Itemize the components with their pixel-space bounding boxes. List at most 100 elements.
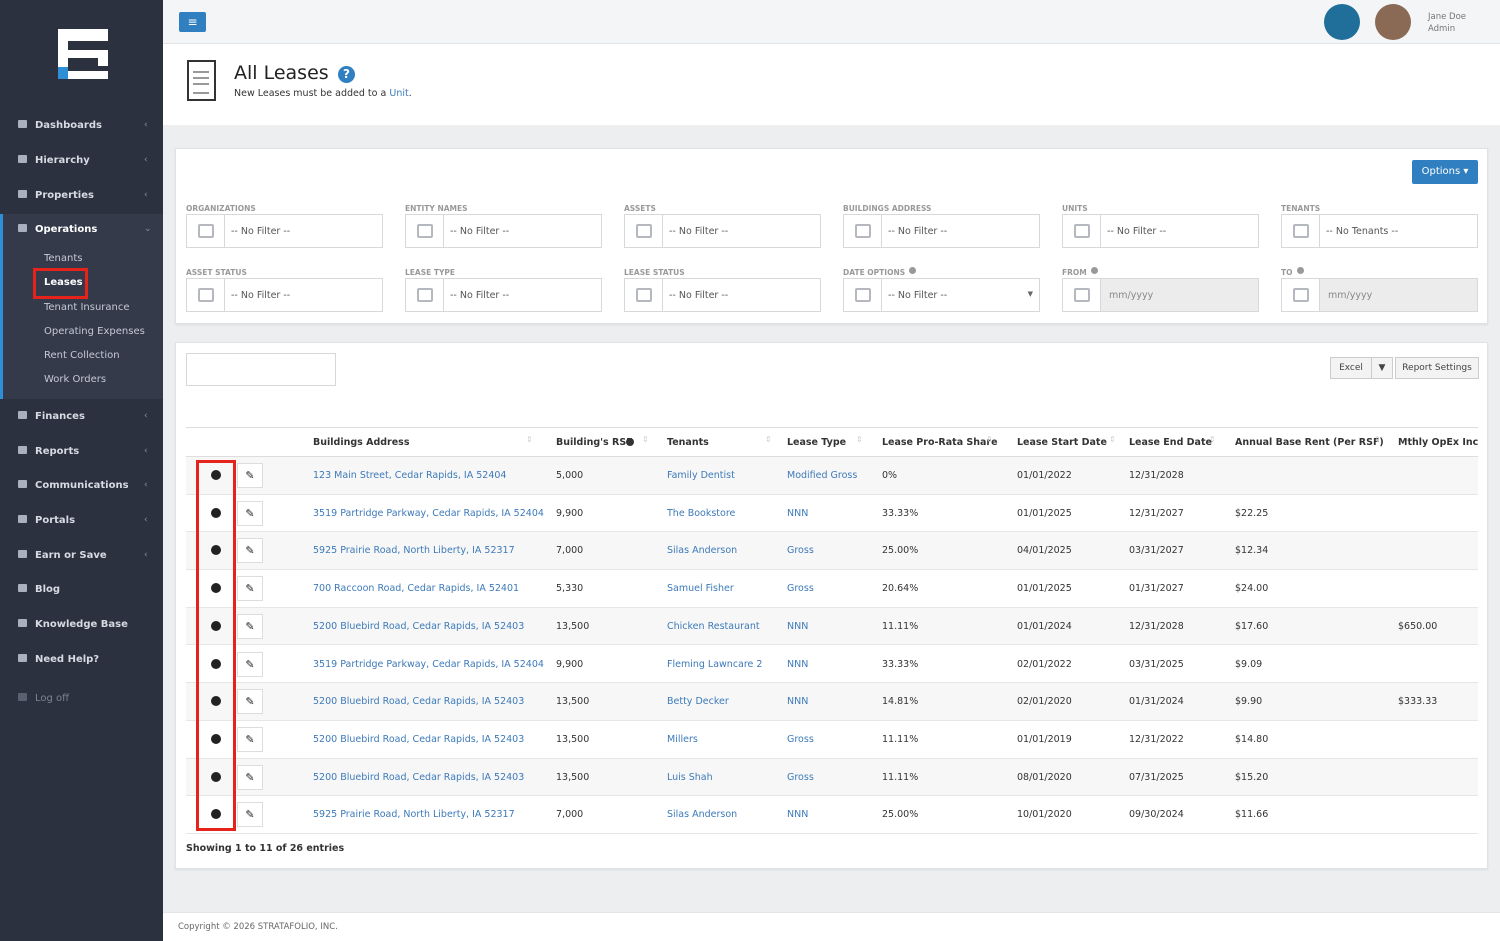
filter-select[interactable]: -- No Filter --▼ xyxy=(843,278,1040,312)
column-header[interactable]: Lease Type xyxy=(787,437,846,448)
nav-subitem[interactable]: Rent Collection xyxy=(44,350,120,361)
cell: 33.33% xyxy=(882,659,918,670)
column-header[interactable]: Lease Pro-Rata Share xyxy=(882,437,998,448)
filter-icon xyxy=(1282,279,1320,311)
cell-link[interactable]: 5200 Bluebird Road, Cedar Rapids, IA 524… xyxy=(313,772,524,783)
cell-link[interactable]: 3519 Partridge Parkway, Cedar Rapids, IA… xyxy=(313,508,544,519)
nav-subitem[interactable]: Tenant Insurance xyxy=(44,302,130,313)
cell-link[interactable]: The Bookstore xyxy=(667,508,735,519)
cell-link[interactable]: NNN xyxy=(787,508,808,519)
nav-subitem[interactable]: Work Orders xyxy=(44,374,106,385)
filter-select[interactable]: -- No Filter -- xyxy=(843,214,1040,248)
edit-button[interactable]: ✎ xyxy=(237,614,263,639)
nav-item[interactable]: Finances xyxy=(18,411,85,422)
filter-select[interactable]: -- No Filter -- xyxy=(186,214,383,248)
cell-link[interactable]: Silas Anderson xyxy=(667,809,737,820)
column-header[interactable]: Buildings Address xyxy=(313,437,410,448)
nav-item[interactable]: Hierarchy xyxy=(18,155,90,166)
column-header[interactable]: Building's RSF xyxy=(556,437,633,448)
edit-button[interactable]: ✎ xyxy=(237,765,263,790)
nav-subitem[interactable]: Operating Expenses xyxy=(44,326,145,337)
cell-link[interactable]: Gross xyxy=(787,545,814,556)
nav-item[interactable]: Need Help? xyxy=(18,654,99,665)
cell-link[interactable]: NNN xyxy=(787,659,808,670)
edit-button[interactable]: ✎ xyxy=(237,689,263,714)
cell-link[interactable]: Luis Shah xyxy=(667,772,713,783)
cell-link[interactable]: Fleming Lawncare 2 xyxy=(667,659,762,670)
cell-link[interactable]: 123 Main Street, Cedar Rapids, IA 52404 xyxy=(313,470,506,481)
user-name[interactable]: Jane Doe xyxy=(1428,12,1466,22)
nav-item[interactable]: Operations xyxy=(18,224,97,235)
nav-item[interactable]: Portals xyxy=(18,515,75,526)
nav-item[interactable]: Communications xyxy=(18,480,129,491)
cell-link[interactable]: NNN xyxy=(787,621,808,632)
cell-link[interactable]: 5200 Bluebird Road, Cedar Rapids, IA 524… xyxy=(313,621,524,632)
cell-link[interactable]: Silas Anderson xyxy=(667,545,737,556)
filter-select[interactable]: -- No Filter -- xyxy=(624,278,821,312)
unit-link[interactable]: Unit xyxy=(389,88,408,99)
filter-select[interactable]: -- No Filter -- xyxy=(405,278,602,312)
cell-link[interactable]: 5925 Prairie Road, North Liberty, IA 523… xyxy=(313,545,515,556)
column-header[interactable]: Lease End Date xyxy=(1129,437,1212,448)
edit-button[interactable]: ✎ xyxy=(237,576,263,601)
cell-link[interactable]: NNN xyxy=(787,696,808,707)
edit-button[interactable]: ✎ xyxy=(237,463,263,488)
user-role[interactable]: Admin xyxy=(1428,24,1455,34)
cell-link[interactable]: Chicken Restaurant xyxy=(667,621,760,632)
filter-select[interactable]: -- No Filter -- xyxy=(405,214,602,248)
nav-item[interactable]: Earn or Save xyxy=(18,550,107,561)
cell-link[interactable]: Gross xyxy=(787,734,814,745)
column-header[interactable]: Annual Base Rent (Per RSF) xyxy=(1235,437,1384,448)
nav-item[interactable]: Knowledge Base xyxy=(18,619,128,630)
excel-dropdown[interactable]: ▼ xyxy=(1371,357,1393,379)
edit-button[interactable]: ✎ xyxy=(237,802,263,827)
filter-select[interactable]: mm/yyyy xyxy=(1281,278,1478,312)
chat-button[interactable] xyxy=(1324,4,1360,40)
filter-icon xyxy=(1282,215,1320,247)
filter-select[interactable]: -- No Filter -- xyxy=(1062,214,1259,248)
filter-select[interactable]: -- No Filter -- xyxy=(186,278,383,312)
nav-item[interactable]: Log off xyxy=(18,693,69,704)
cell-link[interactable]: Betty Decker xyxy=(667,696,729,707)
menu-toggle[interactable]: ≡ xyxy=(179,12,206,32)
cell-link[interactable]: Samuel Fisher xyxy=(667,583,734,594)
cell-link[interactable]: Family Dentist xyxy=(667,470,735,481)
column-header[interactable]: Mthly OpEx Inc xyxy=(1398,437,1478,448)
cell-link[interactable]: 5925 Prairie Road, North Liberty, IA 523… xyxy=(313,809,515,820)
nav-item[interactable]: Properties xyxy=(18,190,94,201)
cell-link[interactable]: NNN xyxy=(787,809,808,820)
search-input[interactable] xyxy=(186,353,336,386)
cell-link[interactable]: 700 Raccoon Road, Cedar Rapids, IA 52401 xyxy=(313,583,519,594)
help-icon[interactable]: ? xyxy=(338,66,355,83)
edit-button[interactable]: ✎ xyxy=(237,501,263,526)
column-header[interactable]: Tenants xyxy=(667,437,709,448)
subtitle-text: New Leases must be added to a xyxy=(234,88,386,99)
edit-button[interactable]: ✎ xyxy=(237,538,263,563)
nav-subitem[interactable]: Tenants xyxy=(44,253,83,264)
cell-link[interactable]: Modified Gross xyxy=(787,470,857,481)
excel-button[interactable]: Excel xyxy=(1330,357,1372,379)
cell-link[interactable]: 5200 Bluebird Road, Cedar Rapids, IA 524… xyxy=(313,734,524,745)
edit-button[interactable]: ✎ xyxy=(237,727,263,752)
filter-select[interactable]: -- No Tenants -- xyxy=(1281,214,1478,248)
edit-button[interactable]: ✎ xyxy=(237,652,263,677)
cell-link[interactable]: Gross xyxy=(787,583,814,594)
table-row: ✎ 700 Raccoon Road, Cedar Rapids, IA 5240… xyxy=(186,570,1478,608)
filter-select[interactable]: -- No Filter -- xyxy=(624,214,821,248)
report-settings-button[interactable]: Report Settings xyxy=(1395,357,1479,379)
filter-select[interactable]: mm/yyyy xyxy=(1062,278,1259,312)
cell-link[interactable]: 3519 Partridge Parkway, Cedar Rapids, IA… xyxy=(313,659,544,670)
options-button[interactable]: Options ▾ xyxy=(1412,160,1478,184)
cell: 14.81% xyxy=(882,696,918,707)
nav-item[interactable]: Dashboards xyxy=(18,120,102,131)
cell-link[interactable]: Millers xyxy=(667,734,698,745)
sort-icon: ⇕ xyxy=(986,435,993,444)
cell-link[interactable]: Gross xyxy=(787,772,814,783)
table-row: ✎ 3519 Partridge Parkway, Cedar Rapids, I… xyxy=(186,646,1478,684)
cell-link[interactable]: 5200 Bluebird Road, Cedar Rapids, IA 524… xyxy=(313,696,524,707)
cell: $9.09 xyxy=(1235,659,1262,670)
nav-item[interactable]: Blog xyxy=(18,584,60,595)
cell: $15.20 xyxy=(1235,772,1268,783)
column-header[interactable]: Lease Start Date xyxy=(1017,437,1107,448)
nav-item[interactable]: Reports xyxy=(18,446,79,457)
